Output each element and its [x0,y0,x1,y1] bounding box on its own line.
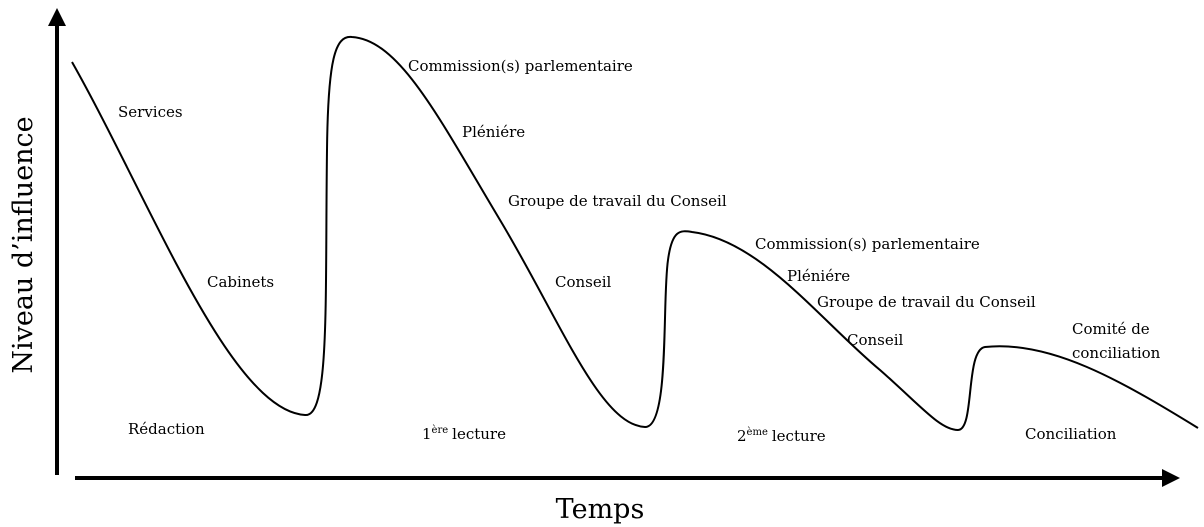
annotation: Conseil [847,331,904,349]
y-axis-label: Niveau d’influence [8,116,39,373]
annotation: Pléniére [787,267,850,285]
annotation: Conseil [555,273,612,291]
annotation: Comité de conciliation [1072,320,1161,362]
stage-label: 1ère lecture [422,425,506,443]
stage-label: Rédaction [128,420,205,438]
stage-number: 1 [422,425,432,443]
annotation: Commission(s) parlementaire [755,235,980,253]
annotation: Groupe de travail du Conseil [817,293,1036,311]
x-axis-arrow [1162,469,1180,487]
labels: Rédaction 1ère lecture 2ème lecture Conciliat… [118,57,1161,445]
annotation: Groupe de travail du Conseil [508,192,727,210]
annotation: Pléniére [462,123,525,141]
stage-sup: ème [747,427,768,438]
annotation-line: conciliation [1072,344,1161,362]
x-axis-label: Temps [556,494,645,525]
annotation: Commission(s) parlementaire [408,57,633,75]
influence-curve [71,35,1199,432]
stage-sup: ère [432,425,449,436]
stage-label: Conciliation [1025,425,1117,443]
stage-number: 2 [737,427,747,445]
annotation: Services [118,103,183,121]
annotation-line: Comité de [1072,320,1150,338]
annotation: Cabinets [207,273,274,291]
stage-text: lecture [772,427,826,445]
y-axis-arrow [48,8,66,26]
stage-label: 2ème lecture [737,427,826,445]
stage-text: lecture [452,425,506,443]
